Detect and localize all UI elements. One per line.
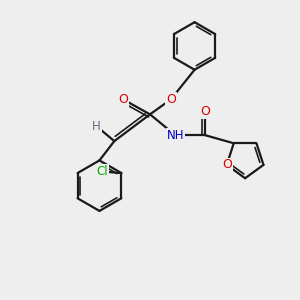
Text: NH: NH xyxy=(167,129,184,142)
Text: H: H xyxy=(92,120,101,133)
Text: O: O xyxy=(166,93,176,106)
Text: Cl: Cl xyxy=(96,165,108,178)
Text: O: O xyxy=(222,158,232,171)
Text: O: O xyxy=(200,105,210,118)
Text: O: O xyxy=(118,93,128,106)
